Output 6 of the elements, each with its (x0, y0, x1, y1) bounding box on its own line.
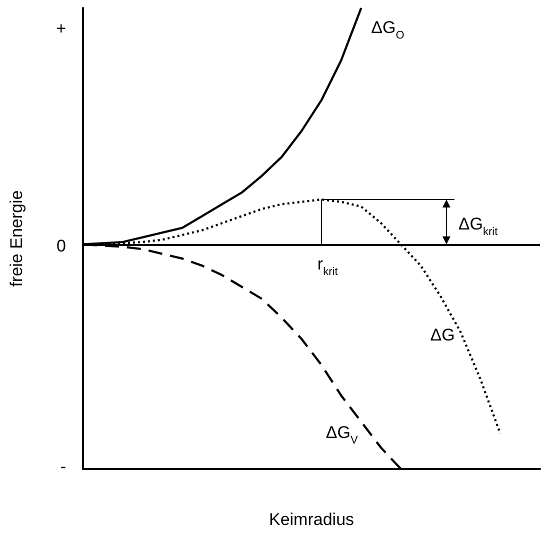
text: 0 (56, 236, 66, 256)
text: + (56, 19, 66, 38)
x-axis-title: Keimradius (268, 510, 354, 529)
y-axis-title: freie Energie (7, 190, 26, 287)
series-label: ΔG (430, 326, 455, 345)
text: - (60, 457, 66, 476)
